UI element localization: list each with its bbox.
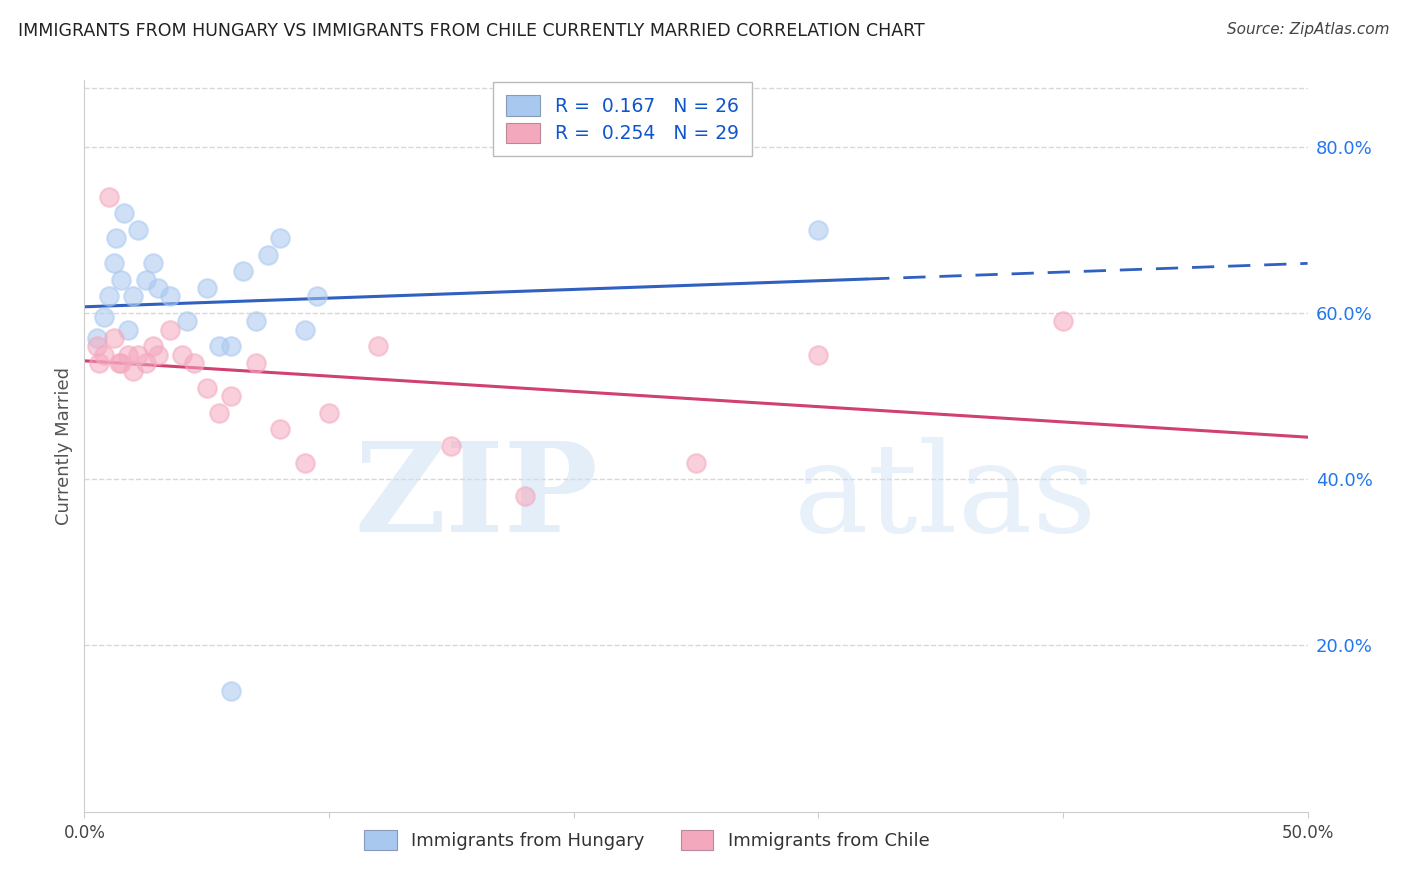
Point <box>269 422 291 436</box>
Point <box>86 339 108 353</box>
Point <box>112 206 135 220</box>
Text: Source: ZipAtlas.com: Source: ZipAtlas.com <box>1226 22 1389 37</box>
Point <box>807 347 830 362</box>
Point <box>93 310 115 325</box>
Point <box>117 347 139 362</box>
Point <box>305 289 328 303</box>
Point <box>107 356 129 370</box>
Point <box>146 347 169 362</box>
Point <box>219 389 242 403</box>
Point <box>195 381 218 395</box>
Text: atlas: atlas <box>794 437 1097 558</box>
Point <box>97 189 120 203</box>
Point <box>232 264 254 278</box>
Point <box>103 256 125 270</box>
Point <box>122 364 145 378</box>
Point <box>294 323 316 337</box>
Text: IMMIGRANTS FROM HUNGARY VS IMMIGRANTS FROM CHILE CURRENTLY MARRIED CORRELATION C: IMMIGRANTS FROM HUNGARY VS IMMIGRANTS FR… <box>18 22 925 40</box>
Point <box>513 489 536 503</box>
Point <box>294 456 316 470</box>
Point <box>142 339 165 353</box>
Point <box>219 684 242 698</box>
Point <box>367 339 389 353</box>
Text: ZIP: ZIP <box>354 437 598 558</box>
Point <box>127 347 149 362</box>
Point <box>440 439 463 453</box>
Point <box>103 331 125 345</box>
Point <box>110 273 132 287</box>
Point <box>135 356 157 370</box>
Point <box>93 347 115 362</box>
Point <box>127 223 149 237</box>
Point <box>135 273 157 287</box>
Point <box>122 289 145 303</box>
Y-axis label: Currently Married: Currently Married <box>55 367 73 525</box>
Point <box>105 231 128 245</box>
Point <box>807 223 830 237</box>
Point <box>172 347 194 362</box>
Point <box>159 323 181 337</box>
Point <box>86 331 108 345</box>
Point <box>219 339 242 353</box>
Point <box>245 314 267 328</box>
Point <box>685 456 707 470</box>
Point <box>1052 314 1074 328</box>
Point <box>176 314 198 328</box>
Point <box>208 406 231 420</box>
Point <box>117 323 139 337</box>
Point <box>146 281 169 295</box>
Point <box>257 248 280 262</box>
Point <box>142 256 165 270</box>
Point <box>245 356 267 370</box>
Point <box>195 281 218 295</box>
Point <box>269 231 291 245</box>
Point <box>159 289 181 303</box>
Point <box>87 356 110 370</box>
Point <box>110 356 132 370</box>
Point <box>208 339 231 353</box>
Point <box>183 356 205 370</box>
Point <box>318 406 340 420</box>
Legend: Immigrants from Hungary, Immigrants from Chile: Immigrants from Hungary, Immigrants from… <box>354 820 941 861</box>
Point <box>97 289 120 303</box>
